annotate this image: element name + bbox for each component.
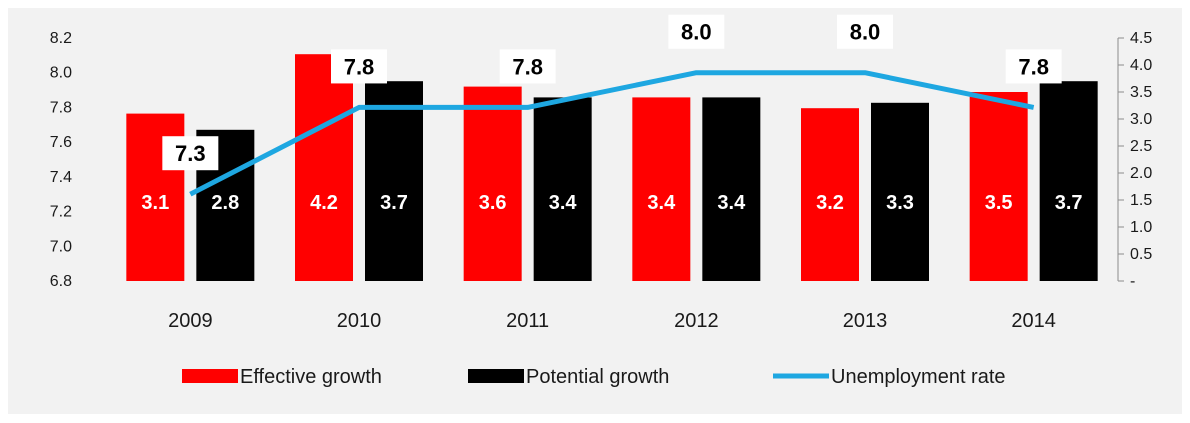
bar-potential-growth — [533, 97, 592, 282]
legend-label: Potential growth — [526, 366, 669, 388]
line-value-label: 7.8 — [512, 54, 543, 79]
line-group — [189, 70, 1035, 197]
y-right-tick-label: 2.0 — [1130, 165, 1152, 182]
bar-potential-growth — [365, 81, 423, 281]
chart: 6.8 7.0 7.2 7.4 7.6 7.8 8.0 8.2 - 0.5 1.0 1.5 2.0 2.5… — [8, 8, 1182, 414]
x-category-label: 2011 — [506, 310, 549, 332]
bar-potential-growth — [871, 102, 929, 281]
chart-canvas: 6.8 7.0 7.2 7.4 7.6 7.8 8.0 8.2 - 0.5 1.0 1.5 2.0 2.5… — [50, 14, 1153, 388]
y-left-tick-label: 8.0 — [50, 65, 72, 82]
bar-potential-growth — [702, 97, 761, 282]
bar-effective-growth — [632, 97, 691, 282]
bar-value-label: 3.7 — [1055, 192, 1083, 214]
bar-value-label: 4.2 — [310, 192, 338, 214]
x-category-label: 2010 — [337, 310, 382, 332]
bar-value-label: 3.4 — [647, 192, 676, 214]
line-label-box — [499, 49, 556, 84]
legend-swatch — [468, 369, 524, 383]
y-right-tick-label: 4.0 — [1130, 57, 1152, 74]
bar-effective-growth — [463, 86, 522, 281]
y-left-tick-label: 6.8 — [50, 273, 72, 290]
bar-potential-growth — [1039, 81, 1098, 281]
line-value-label: 7.8 — [344, 54, 375, 79]
y-left-tick-label: 7.6 — [50, 134, 72, 151]
line-label-box — [837, 14, 893, 49]
y-left-tick-label: 7.2 — [50, 204, 72, 221]
bar-value-label: 3.5 — [985, 192, 1013, 214]
legend: Effective growth Potential growth Unemploy… — [182, 366, 1006, 388]
x-category-label: 2009 — [168, 310, 213, 332]
legend-swatch — [182, 369, 238, 383]
bar-value-label: 3.6 — [479, 192, 507, 214]
y-right-tick-label: 4.5 — [1130, 30, 1152, 47]
x-category-label: 2013 — [843, 310, 888, 332]
line-value-label: 8.0 — [681, 20, 712, 45]
bar-value-label: 2.8 — [211, 192, 239, 214]
line-label-box — [668, 14, 725, 49]
x-category-label: 2012 — [674, 310, 719, 332]
line-unemployment-rate — [189, 70, 1035, 197]
bar-effective-growth — [801, 108, 859, 281]
x-category-label: 2014 — [1011, 310, 1056, 332]
y-right-tick-label: 3.5 — [1130, 84, 1152, 101]
y-right-tick-label: 3.0 — [1130, 111, 1152, 128]
bar-value-label: 3.7 — [380, 192, 408, 214]
line-label-box — [162, 136, 219, 171]
y-right-tick-label: 1.0 — [1130, 219, 1152, 236]
bar-value-label: 3.2 — [816, 192, 844, 214]
y-right-tick-label: - — [1130, 273, 1135, 290]
line-value-label: 7.3 — [175, 141, 206, 166]
y-left-tick-label: 7.8 — [50, 99, 72, 116]
y-left-tick-label: 7.0 — [50, 238, 72, 255]
legend-label: Effective growth — [240, 366, 382, 388]
y-right-tick-label: 2.5 — [1130, 138, 1152, 155]
bar-effective-growth — [969, 92, 1028, 281]
line-value-label: 7.8 — [1018, 54, 1049, 79]
line-label-box — [331, 49, 387, 84]
labels-group: 3.1 4.2 3.6 3.4 3.2 3.5 2.8 3.7 3.4 3.4 3.3 3.7 7.3 7… — [141, 14, 1083, 214]
bars-group — [126, 54, 1098, 282]
line-value-label: 8.0 — [850, 20, 881, 45]
y-right-tick-label: 1.5 — [1130, 192, 1152, 209]
legend-label: Unemployment rate — [831, 366, 1006, 388]
y-left-tick-label: 8.2 — [50, 30, 72, 47]
axes-group: 6.8 7.0 7.2 7.4 7.6 7.8 8.0 8.2 - 0.5 1.0 1.5 2.0 2.5… — [50, 30, 1153, 332]
bar-value-label: 3.4 — [717, 192, 746, 214]
line-label-box — [1005, 49, 1062, 84]
y-right-tick-label: 0.5 — [1130, 246, 1152, 263]
y-left-tick-label: 7.4 — [50, 169, 72, 186]
bar-effective-growth — [295, 54, 353, 282]
bar-value-label: 3.1 — [141, 192, 169, 214]
bar-value-label: 3.3 — [886, 192, 914, 214]
bar-value-label: 3.4 — [549, 192, 578, 214]
